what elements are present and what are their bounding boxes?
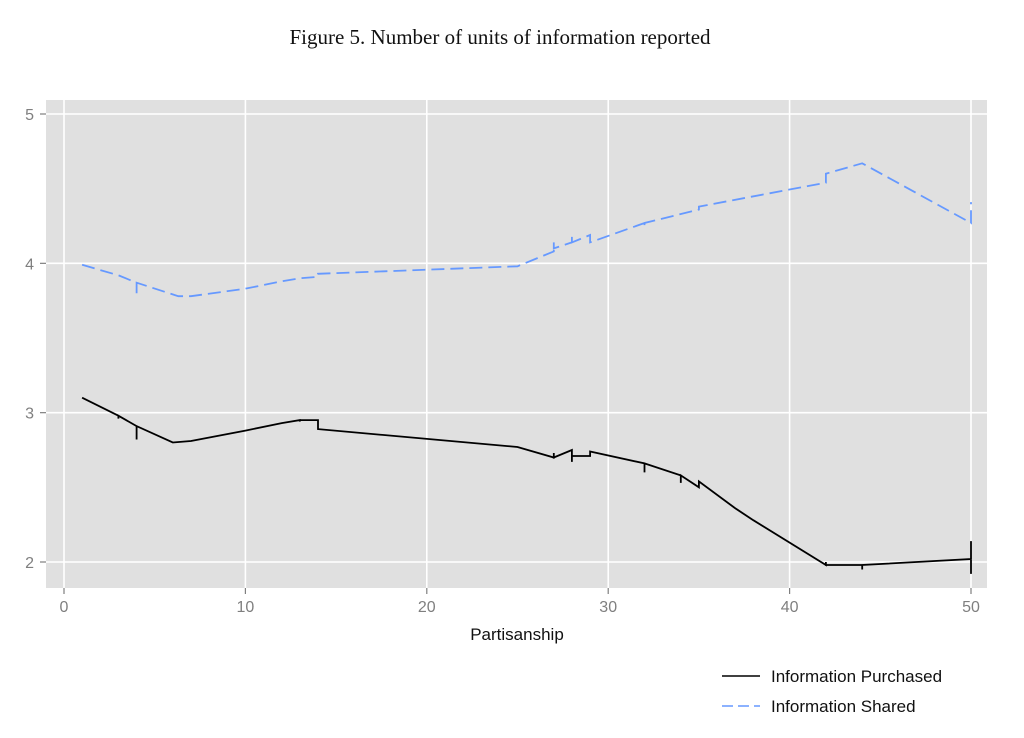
x-tick-label: 0 xyxy=(60,599,69,616)
y-tick-label: 4 xyxy=(25,256,34,273)
gridlines xyxy=(46,100,987,588)
chart-title: Figure 5. Number of units of information… xyxy=(289,25,711,49)
legend-label-purchased: Information Purchased xyxy=(771,667,942,686)
x-tick-label: 10 xyxy=(237,599,255,616)
legend: Information Purchased Information Shared xyxy=(722,667,942,716)
series-lines xyxy=(81,162,972,574)
x-tick-label: 20 xyxy=(418,599,436,616)
y-tick-label: 2 xyxy=(25,555,34,572)
x-tick-label: 40 xyxy=(781,599,799,616)
x-axis-label: Partisanship xyxy=(470,625,564,644)
x-tick-label: 30 xyxy=(599,599,617,616)
series-line-purchased xyxy=(81,396,972,574)
y-tick-label: 5 xyxy=(25,107,34,124)
series-line-shared xyxy=(81,162,972,298)
plot-panel xyxy=(46,100,987,588)
x-tick-label: 50 xyxy=(962,599,980,616)
legend-label-shared: Information Shared xyxy=(771,697,916,716)
axis-ticks: 0 10 20 30 40 50 2 3 4 5 xyxy=(25,107,980,616)
y-tick-label: 3 xyxy=(25,406,34,423)
